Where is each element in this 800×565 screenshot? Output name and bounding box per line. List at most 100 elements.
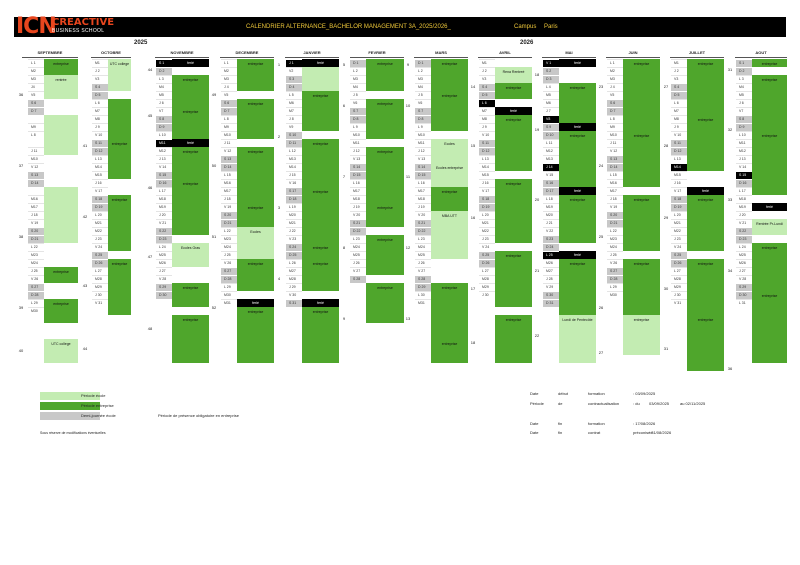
day-cell: S 29 <box>156 283 172 291</box>
day-cell: V 13 <box>415 155 431 163</box>
day-cell: J 5 <box>350 91 366 99</box>
day-cell: S 27 <box>28 283 44 291</box>
day-cell: L 13 <box>671 155 687 163</box>
day-cell: J 21 <box>543 219 559 227</box>
calendar-event: entreprise <box>44 59 78 75</box>
info-value: formation <box>588 391 605 396</box>
calendar-event: entreprise <box>752 243 787 291</box>
day-cell: D 28 <box>28 291 44 299</box>
day-cell: S 25 <box>479 251 495 259</box>
day-cell: J 27 <box>156 267 172 275</box>
legend-swatch <box>40 402 100 410</box>
day-cell: V9 <box>286 123 302 131</box>
day-cell: M24 <box>28 259 44 267</box>
day-cell: M28 <box>479 275 495 283</box>
day-cell: J 6 <box>156 99 172 107</box>
day-cell: D 2 <box>156 67 172 75</box>
day-cell: M18 <box>156 195 172 203</box>
calendar-event: entreprise <box>623 259 660 315</box>
calendar-event: entreprise <box>237 203 274 227</box>
day-cell: D 22 <box>350 227 366 235</box>
day-cell: J 9 <box>479 123 495 131</box>
day-cell: S 20 <box>607 211 623 219</box>
day-cell: M5 <box>543 91 559 99</box>
day-cell: J 4 <box>221 83 237 91</box>
week-number: 48 <box>147 326 153 331</box>
day-cell: L 29 <box>607 283 623 291</box>
week-number: 14 <box>470 84 476 89</box>
day-cell: M11 <box>736 139 752 147</box>
week-number: 12 <box>405 245 411 250</box>
calendar-event: entreprise <box>495 179 532 243</box>
day-cell: L 13 <box>92 155 108 163</box>
day-cell: V 23 <box>286 235 302 243</box>
day-cell: M19 <box>156 203 172 211</box>
week-number: 16 <box>470 215 476 220</box>
day-cell: L 9 <box>350 123 366 131</box>
week-number: 51 <box>211 234 217 239</box>
day-cell: S 2 <box>543 67 559 75</box>
day-cell: S 30 <box>543 291 559 299</box>
info-value: de <box>558 401 563 406</box>
day-cell: V 17 <box>671 187 687 195</box>
calendar-event: ferié <box>172 139 209 147</box>
calendar-event: ferié <box>302 59 339 67</box>
day-cell: V 19 <box>607 203 623 211</box>
day-cell: D 2 <box>736 67 752 75</box>
day-cell: M21 <box>671 219 687 227</box>
day-cell: S 11 <box>479 139 495 147</box>
day-cell: M16 <box>221 179 237 187</box>
day-cell: S 22 <box>156 227 172 235</box>
calendar-event: rentrée <box>44 75 78 99</box>
week-number: 45 <box>147 113 153 118</box>
week-number: 40 <box>18 348 24 353</box>
day-cell: S 10 <box>286 131 302 139</box>
day-cell: M18 <box>736 195 752 203</box>
calendar-event <box>44 187 78 243</box>
day-cell: M3 <box>607 75 623 83</box>
info-value: Date <box>530 430 539 435</box>
day-cell: J 16 <box>671 179 687 187</box>
day-cell: J 20 <box>156 211 172 219</box>
day-cell: M3 <box>28 75 44 83</box>
week-number: 44 <box>82 346 88 351</box>
day-cell: S 25 <box>671 251 687 259</box>
day-cell: D 15 <box>415 171 431 179</box>
month-header: MAI <box>542 49 596 58</box>
day-cell: J 11 <box>28 147 44 155</box>
day-cell: V 10 <box>671 131 687 139</box>
day-cell: S 9 <box>543 123 559 131</box>
day-cell: D 14 <box>28 179 44 187</box>
week-number: 52 <box>211 305 217 310</box>
header-bar: ICN CREACTIVE BUSINESS SCHOOL CALENDRIER… <box>14 16 786 38</box>
info-value: début <box>558 391 569 396</box>
day-cell: L 4 <box>543 83 559 91</box>
day-cell: M15 <box>92 171 108 179</box>
day-cell: J 27 <box>736 267 752 275</box>
day-cell: M24 <box>350 243 366 251</box>
week-number: 17 <box>470 286 476 291</box>
day-cell: J 19 <box>415 203 431 211</box>
calendar-event: entreprise <box>302 243 339 259</box>
day-cell: M30 <box>607 291 623 299</box>
day-cell: D 9 <box>736 123 752 131</box>
day-cell: V 26 <box>28 275 44 283</box>
day-cell: L 24 <box>736 243 752 251</box>
info-value: 03/09/2025 <box>649 401 670 406</box>
day-cell: S 18 <box>92 195 108 203</box>
day-cell: D 14 <box>607 163 623 171</box>
day-cell: S 22 <box>736 227 752 235</box>
day-cell: M3 <box>350 75 366 83</box>
week-number: 29 <box>663 215 669 220</box>
day-cell: D 23 <box>156 235 172 243</box>
day-cell: M14 <box>671 163 687 171</box>
day-cell: M23 <box>28 251 44 259</box>
day-cell: J 13 <box>736 155 752 163</box>
day-cell: J 5 <box>415 91 431 99</box>
day-cell: M14 <box>479 163 495 171</box>
week-number: 31 <box>663 346 669 351</box>
day-cell: J 16 <box>92 179 108 187</box>
day-cell: M14 <box>286 163 302 171</box>
calendar-event: entreprise <box>108 195 131 251</box>
week-number: 41 <box>82 143 88 148</box>
